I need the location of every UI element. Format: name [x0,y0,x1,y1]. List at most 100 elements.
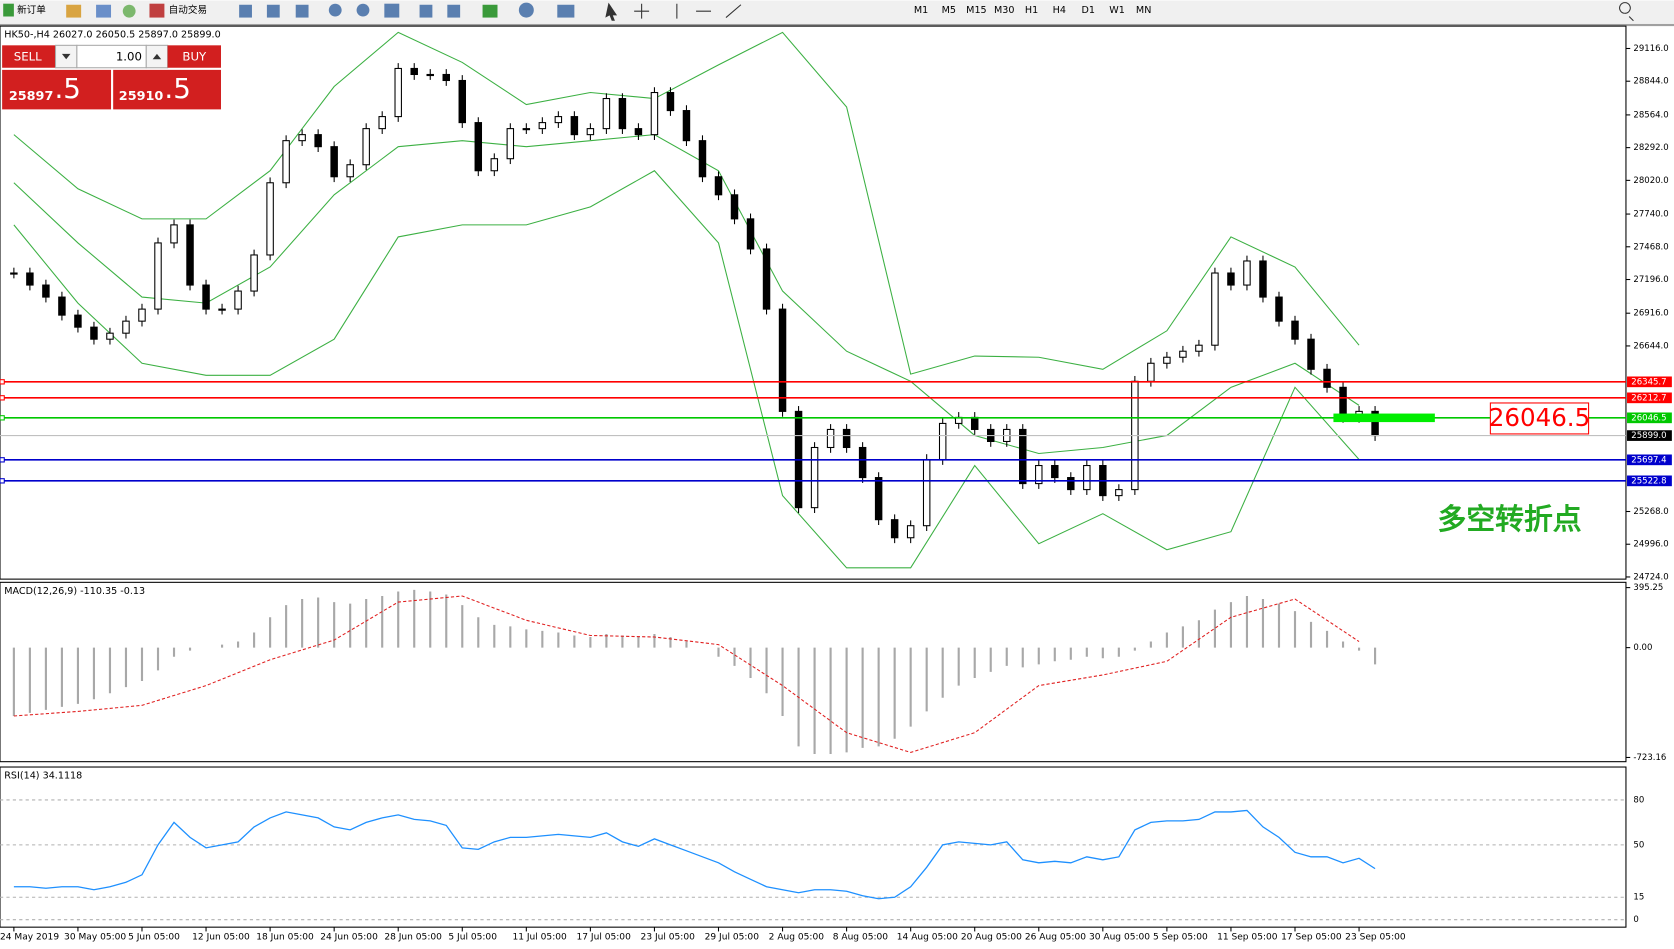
candle [874,477,883,521]
x-tick-label: 12 Jun 05:00 [192,932,250,942]
zoom-in[interactable] [328,3,342,17]
sell-label[interactable]: SELL [14,50,42,64]
buy-price[interactable]: 25910 [119,89,164,104]
turning-point-note: 多空转折点 [1438,502,1582,536]
sell-button[interactable] [2,45,56,68]
x-tick-label: 17 Sep 05:00 [1281,932,1342,942]
candle [314,134,322,148]
candle [410,67,418,76]
candle [330,146,338,178]
periods[interactable] [518,2,534,18]
tool-icon[interactable] [66,4,82,18]
candle [842,428,851,449]
candle [362,128,370,166]
sell-price-box[interactable] [2,69,112,110]
timeframe[interactable]: H1 [1025,5,1038,16]
x-tick-label: 8 Aug 05:00 [833,932,889,942]
candle [10,272,18,275]
timeframe[interactable]: M15 [966,5,986,16]
auto-trading[interactable]: 自动交易 [169,4,207,16]
axes: 29116.0 28844.0 28564.0 28292.0 28020.0 27740… [0,44,1672,942]
search[interactable] [1619,2,1634,22]
templates[interactable] [557,4,575,18]
x-tick-label: 30 May 05:00 [64,932,126,942]
x-tick-label: 14 Aug 05:00 [897,932,958,942]
candle [730,194,739,220]
new-order-icon[interactable] [3,3,14,17]
candle [1179,350,1187,358]
buy-label[interactable]: BUY [182,50,207,64]
tool-icon[interactable] [96,4,112,18]
tool-icon[interactable] [239,4,252,18]
x-tick-label: 23 Sep 05:00 [1345,932,1406,942]
candle [778,308,787,412]
candle [298,134,306,142]
candle [938,422,947,461]
candle [906,525,915,539]
candle [554,116,563,124]
buy-price-box[interactable] [113,69,221,110]
candle [122,320,130,334]
auto-trading-icon[interactable] [149,3,165,18]
candle [1323,368,1331,388]
tool-icon[interactable] [447,4,461,18]
buy-pips[interactable]: .5 [164,72,190,105]
x-tick-label: 29 Jul 05:00 [705,932,760,942]
indicators[interactable] [482,4,498,18]
sell-price[interactable]: 25897 [9,89,54,104]
candle [810,446,819,509]
tool-icon[interactable] [295,4,309,18]
candle [538,122,547,130]
new-order[interactable]: 新订单 [17,4,46,16]
candle [138,308,146,322]
candle [154,242,162,310]
candle [922,458,931,527]
x-tick-label: 2 Aug 05:00 [769,932,825,942]
timeframe[interactable]: H4 [1053,5,1066,16]
level-label: 25522.8 [1631,476,1666,486]
timeframe[interactable]: W1 [1109,5,1125,16]
up-arrow [152,53,162,60]
candle [282,140,290,184]
tool-icon[interactable] [266,4,280,18]
cursor-tool[interactable] [605,2,618,21]
rsi-tick-label: 50 [1633,840,1644,850]
timeframe[interactable]: M1 [914,5,928,16]
candle [74,314,82,328]
timeframe[interactable]: M30 [994,5,1015,16]
trade-panel: SELL 1.00 BUY 25897 .5 25910 .5 [2,44,221,110]
sell-pips[interactable]: .5 [54,72,80,105]
current-price-label: 25899.0 [1631,431,1666,441]
candle [1243,260,1251,286]
level-tag [1627,454,1672,466]
tool-icon[interactable] [122,4,136,18]
candle [1307,338,1315,370]
buy-button[interactable] [167,45,221,68]
draw-tools[interactable] [634,3,742,19]
candle [234,290,242,310]
candle [970,416,979,430]
x-tick-label: 26 Aug 05:00 [1025,932,1086,942]
level-handle [0,478,5,484]
y-tick-label: 26644.0 [1633,341,1668,351]
candle [698,140,707,178]
candle [1259,260,1267,298]
timeframe[interactable]: M5 [942,5,956,16]
candle [458,79,467,124]
timeframe[interactable]: MN [1136,5,1151,16]
y-tick-label: 24996.0 [1633,540,1668,550]
timeframe[interactable]: D1 [1081,5,1095,16]
candle [634,128,643,136]
x-tick-label: 18 Jun 05:00 [256,932,314,942]
zoom-out[interactable] [356,3,370,17]
candle [602,98,611,130]
candle [1083,465,1091,491]
lot-value[interactable]: 1.00 [116,50,142,64]
tool-icon[interactable] [419,4,433,18]
annotation: 26046.5 [1489,403,1591,432]
timeframes: M1 M5 M15 M30 H1 H4 D1 W1 MN [914,5,1152,16]
candle [522,128,531,131]
tool-icon[interactable] [384,3,400,18]
candle [506,128,515,160]
